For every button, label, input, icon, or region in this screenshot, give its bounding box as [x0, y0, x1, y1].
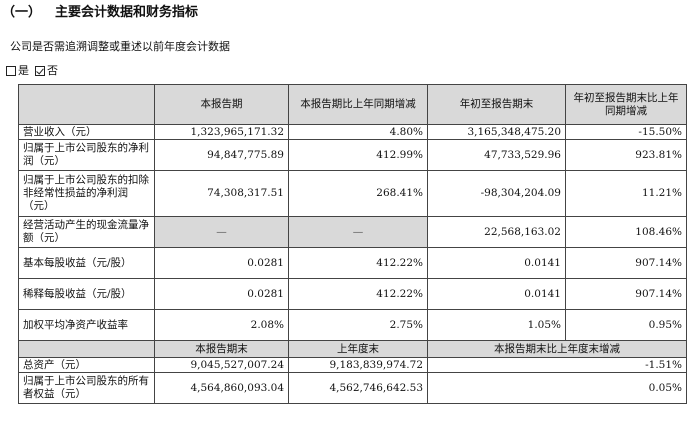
table-cell: 4.80%: [288, 124, 428, 140]
row-label: 归属于上市公司股东的所有者权益（元）: [18, 372, 155, 404]
header-corner-cell: [18, 84, 155, 125]
table-cell: 9,183,839,974.72: [288, 357, 428, 373]
row-label: 归属于上市公司股东的扣除非经常性损益的净利润（元）: [18, 170, 155, 217]
header-corner-cell: [18, 340, 155, 358]
header-cell: 本报告期末: [154, 340, 289, 358]
table-cell: 2.08%: [154, 309, 289, 341]
section-title: 主要会计数据和财务指标: [55, 5, 199, 20]
financial-indicators-table: 本报告期 本报告期比上年同期增减 年初至报告期末 年初至报告期末比上年同期增减 …: [18, 84, 687, 404]
table-cell: 0.0141: [427, 247, 566, 279]
option-yes-checkbox[interactable]: [6, 66, 16, 76]
table-cell: 412.22%: [288, 247, 428, 279]
option-no-checkbox[interactable]: [35, 66, 45, 76]
header-cell: 上年度末: [288, 340, 428, 358]
section-number: （一）: [2, 5, 42, 20]
option-no-label: 否: [47, 64, 58, 77]
table-cell: 47,733,529.96: [427, 139, 566, 171]
table-cell: 1.05%: [427, 309, 566, 341]
table-header-row: 本报告期 本报告期比上年同期增减 年初至报告期末 年初至报告期末比上年同期增减: [18, 84, 687, 125]
table-cell: 9,045,527,007.24: [154, 357, 289, 373]
table-cell: 22,568,163.02: [427, 216, 566, 248]
table-cell: 0.0141: [427, 278, 566, 310]
restatement-question: 公司是否需追溯调整或重述以前年度会计数据: [10, 40, 230, 53]
table-row: 归属于上市公司股东的所有者权益（元） 4,564,860,093.04 4,56…: [18, 372, 687, 404]
table-cell: 94,847,775.89: [154, 139, 289, 171]
table-cell: -1.51%: [427, 357, 687, 373]
header-cell: 年初至报告期末比上年同期增减: [565, 84, 687, 125]
header-cell: 本报告期: [154, 84, 289, 125]
table-cell: 11.21%: [565, 170, 687, 217]
table-cell: 0.05%: [427, 372, 687, 404]
table-cell: 268.41%: [288, 170, 428, 217]
table-cell: -15.50%: [565, 124, 687, 140]
table-cell: -98,304,204.09: [427, 170, 566, 217]
table-row: 归属于上市公司股东的净利润（元） 94,847,775.89 412.99% 4…: [18, 139, 687, 171]
section-heading: （一） 主要会计数据和财务指标: [2, 4, 198, 22]
table-row: 归属于上市公司股东的扣除非经常性损益的净利润（元） 74,308,317.51 …: [18, 170, 687, 217]
header-cell: 年初至报告期末: [427, 84, 566, 125]
row-label: 经营活动产生的现金流量净额（元）: [18, 216, 155, 248]
table-cell: 4,564,860,093.04: [154, 372, 289, 404]
table-cell: 412.22%: [288, 278, 428, 310]
row-label: 基本每股收益（元/股）: [18, 247, 155, 279]
table-cell: 74,308,317.51: [154, 170, 289, 217]
table-cell: 907.14%: [565, 247, 687, 279]
row-label: 总资产（元）: [18, 357, 155, 373]
restatement-options: 是 否: [6, 63, 64, 79]
table-cell: 3,165,348,475.20: [427, 124, 566, 140]
table-cell: —: [154, 216, 289, 248]
table-cell: 0.95%: [565, 309, 687, 341]
table-cell: 923.81%: [565, 139, 687, 171]
table-subheader-row: 本报告期末 上年度末 本报告期末比上年度末增减: [18, 340, 687, 358]
table-cell: 412.99%: [288, 139, 428, 171]
row-label: 归属于上市公司股东的净利润（元）: [18, 139, 155, 171]
table-cell: 4,562,746,642.53: [288, 372, 428, 404]
option-yes-label: 是: [18, 64, 29, 77]
table-row: 营业收入（元） 1,323,965,171.32 4.80% 3,165,348…: [18, 124, 687, 140]
table-cell: 0.0281: [154, 278, 289, 310]
table-cell: 1,323,965,171.32: [154, 124, 289, 140]
table-cell: 907.14%: [565, 278, 687, 310]
table-cell: 0.0281: [154, 247, 289, 279]
table-cell: 2.75%: [288, 309, 428, 341]
table-row: 经营活动产生的现金流量净额（元） — — 22,568,163.02 108.4…: [18, 216, 687, 248]
table-cell: —: [288, 216, 428, 248]
table-row: 加权平均净资产收益率 2.08% 2.75% 1.05% 0.95%: [18, 309, 687, 341]
header-cell: 本报告期比上年同期增减: [288, 84, 428, 125]
row-label: 营业收入（元）: [18, 124, 155, 140]
table-row: 稀释每股收益（元/股） 0.0281 412.22% 0.0141 907.14…: [18, 278, 687, 310]
table-row: 总资产（元） 9,045,527,007.24 9,183,839,974.72…: [18, 357, 687, 373]
table-cell: 108.46%: [565, 216, 687, 248]
header-cell: 本报告期末比上年度末增减: [427, 340, 687, 358]
table-row: 基本每股收益（元/股） 0.0281 412.22% 0.0141 907.14…: [18, 247, 687, 279]
row-label: 稀释每股收益（元/股）: [18, 278, 155, 310]
row-label: 加权平均净资产收益率: [18, 309, 155, 341]
